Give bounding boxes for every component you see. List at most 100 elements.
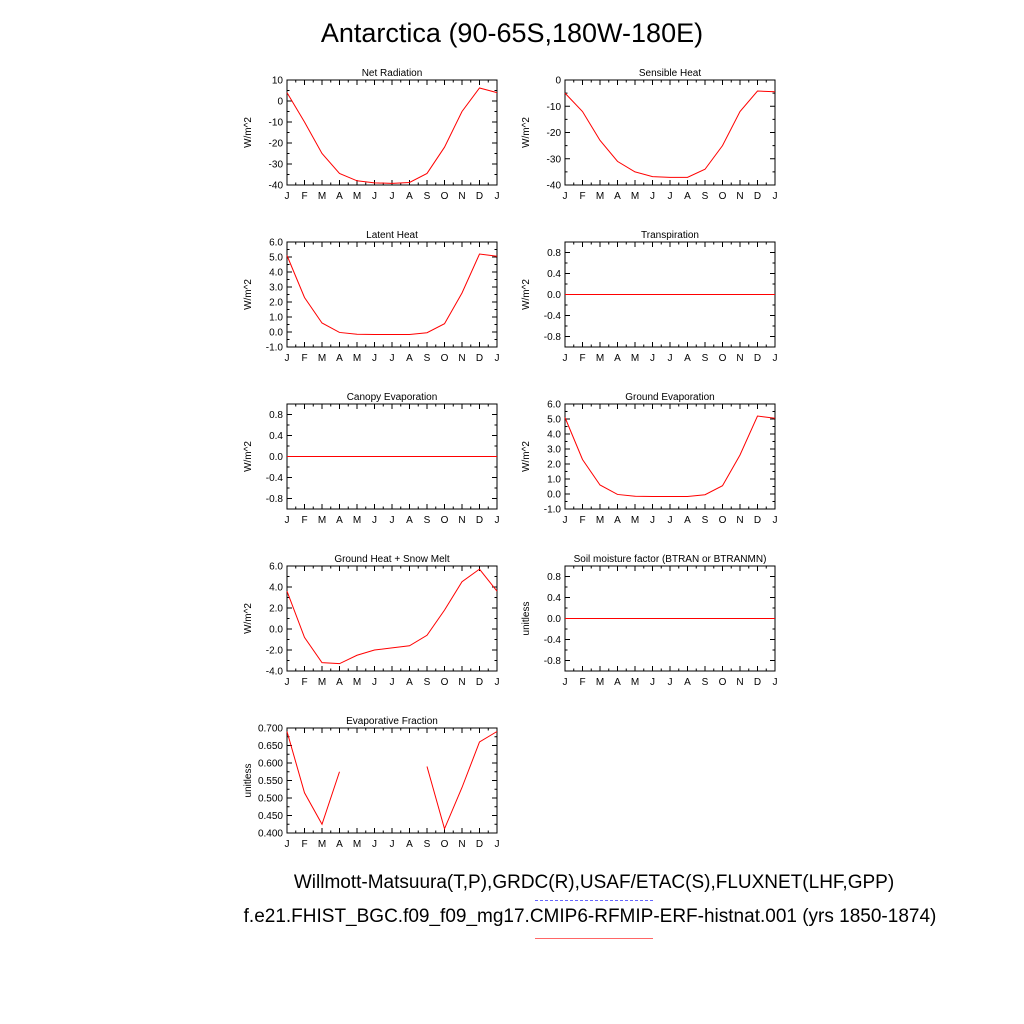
x-tick-label: A <box>406 515 413 526</box>
y-tick-label: 2.0 <box>269 298 283 309</box>
x-tick-label: M <box>353 353 361 364</box>
footer-observations: Willmott-Matsuura(T,P),GRDC(R),USAF/ETAC… <box>293 872 895 893</box>
x-tick-label: J <box>650 515 655 526</box>
x-tick-label: J <box>372 515 377 526</box>
x-tick-label: D <box>476 515 483 526</box>
x-tick-label: O <box>441 353 449 364</box>
y-tick-label: 0.8 <box>547 572 561 583</box>
x-tick-label: A <box>336 515 343 526</box>
panel-title: Ground Evaporation <box>625 392 715 403</box>
x-tick-label: D <box>754 515 761 526</box>
x-tick-label: O <box>441 191 449 202</box>
x-tick-label: J <box>773 515 778 526</box>
x-tick-label: J <box>668 353 673 364</box>
y-tick-label: -1.0 <box>266 343 284 354</box>
y-tick-label: 0.650 <box>258 741 283 752</box>
x-tick-label: O <box>719 515 727 526</box>
y-tick-label: 5.0 <box>269 253 283 264</box>
x-tick-label: J <box>563 677 568 688</box>
panel-title: Latent Heat <box>366 230 418 241</box>
y-tick-label: -0.4 <box>544 311 562 322</box>
x-tick-label: D <box>476 191 483 202</box>
x-tick-label: A <box>406 353 413 364</box>
x-tick-label: A <box>684 677 691 688</box>
y-tick-label: 0.4 <box>269 431 283 442</box>
x-tick-label: N <box>458 353 465 364</box>
x-tick-label: M <box>318 353 326 364</box>
panel-title: Canopy Evaporation <box>347 392 438 403</box>
x-tick-label: F <box>579 515 585 526</box>
panel-frame <box>286 79 498 186</box>
y-tick-label: -20 <box>269 139 284 150</box>
x-tick-label: J <box>668 677 673 688</box>
y-tick-label: 0.0 <box>547 290 561 301</box>
series-line <box>286 253 498 336</box>
x-tick-label: J <box>390 353 395 364</box>
y-axis-label: W/m^2 <box>243 441 254 472</box>
x-tick-label: A <box>614 353 621 364</box>
y-axis-label: W/m^2 <box>243 279 254 310</box>
y-tick-label: 6.0 <box>269 562 283 573</box>
x-tick-label: J <box>773 353 778 364</box>
x-tick-label: M <box>631 677 639 688</box>
x-tick-label: M <box>596 191 604 202</box>
y-tick-label: 0.0 <box>269 625 283 636</box>
x-tick-label: F <box>301 677 307 688</box>
x-tick-label: O <box>719 677 727 688</box>
x-tick-label: A <box>406 677 413 688</box>
x-tick-label: J <box>372 839 377 850</box>
x-tick-label: M <box>318 677 326 688</box>
x-tick-label: N <box>458 677 465 688</box>
x-tick-label: S <box>702 191 709 202</box>
y-tick-label: 1.0 <box>269 313 283 324</box>
x-tick-label: M <box>631 191 639 202</box>
y-tick-label: 3.0 <box>547 445 561 456</box>
x-tick-label: J <box>650 191 655 202</box>
x-tick-label: A <box>406 191 413 202</box>
y-tick-label: -2.0 <box>266 646 284 657</box>
y-tick-label: 0.0 <box>269 328 283 339</box>
x-tick-label: J <box>495 353 500 364</box>
y-tick-label: -30 <box>269 160 284 171</box>
x-tick-label: S <box>424 839 431 850</box>
series-line <box>286 568 498 665</box>
series-line <box>286 731 340 826</box>
series-line <box>426 731 498 831</box>
x-tick-label: A <box>684 515 691 526</box>
x-tick-label: A <box>336 677 343 688</box>
series-line <box>564 415 776 498</box>
y-tick-label: 0.0 <box>547 614 561 625</box>
x-tick-label: D <box>476 839 483 850</box>
x-tick-label: J <box>372 353 377 364</box>
y-tick-label: -0.8 <box>544 332 562 343</box>
y-tick-label: -0.4 <box>266 473 284 484</box>
x-tick-label: F <box>579 191 585 202</box>
x-tick-label: S <box>424 677 431 688</box>
x-tick-label: O <box>719 191 727 202</box>
x-tick-label: J <box>668 191 673 202</box>
x-tick-label: S <box>702 515 709 526</box>
y-tick-label: 10 <box>272 76 284 87</box>
panel-title: Soil moisture factor (BTRAN or BTRANMN) <box>574 554 767 565</box>
footer-case-name: f.e21.FHIST_BGC.f09_f09_mg17.CMIP6-RFMIP… <box>243 906 937 927</box>
y-tick-label: 0.600 <box>258 759 283 770</box>
x-tick-label: J <box>390 191 395 202</box>
x-tick-label: J <box>563 515 568 526</box>
y-tick-label: 1.0 <box>547 475 561 486</box>
x-tick-label: J <box>285 515 290 526</box>
x-tick-label: J <box>390 677 395 688</box>
x-tick-label: J <box>563 191 568 202</box>
y-tick-label: 0.8 <box>269 410 283 421</box>
x-tick-label: N <box>458 515 465 526</box>
x-tick-label: O <box>441 839 449 850</box>
x-tick-label: F <box>301 839 307 850</box>
x-tick-label: J <box>668 515 673 526</box>
x-tick-label: A <box>614 677 621 688</box>
x-tick-label: M <box>318 839 326 850</box>
figure-title: Antarctica (90-65S,180W-180E) <box>320 18 704 48</box>
y-tick-label: -30 <box>547 154 562 165</box>
